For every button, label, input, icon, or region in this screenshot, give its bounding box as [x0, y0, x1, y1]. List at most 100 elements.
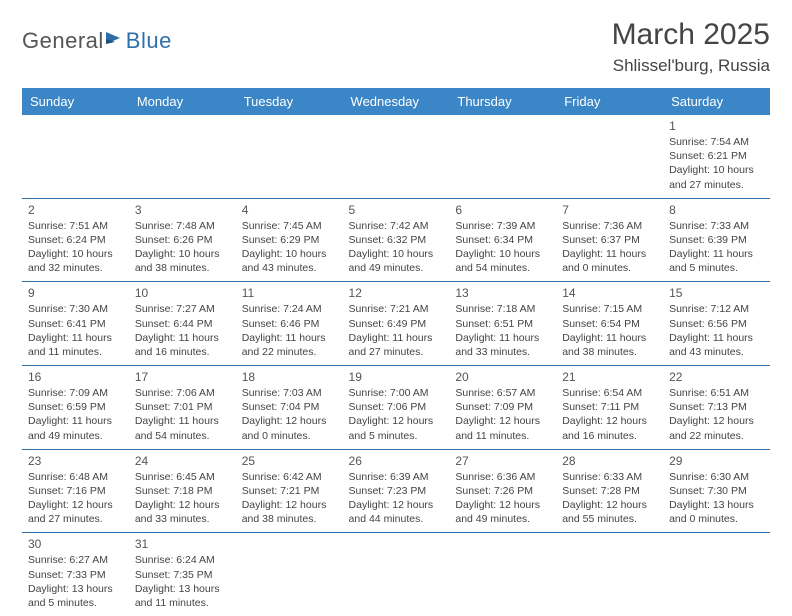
day-number: 17: [135, 370, 230, 384]
day-number: 13: [455, 286, 550, 300]
sunrise-line: Sunrise: 7:09 AM: [28, 386, 123, 400]
day-number: 30: [28, 537, 123, 551]
sunset-line: Sunset: 7:26 PM: [455, 484, 550, 498]
sunrise-line: Sunrise: 7:51 AM: [28, 219, 123, 233]
sunset-line: Sunset: 6:24 PM: [28, 233, 123, 247]
day-number: 28: [562, 454, 657, 468]
day-info: Sunrise: 6:48 AMSunset: 7:16 PMDaylight:…: [28, 470, 123, 527]
day-info: Sunrise: 7:36 AMSunset: 6:37 PMDaylight:…: [562, 219, 657, 276]
daylight-line: Daylight: 10 hours and 32 minutes.: [28, 247, 123, 275]
sunrise-line: Sunrise: 6:45 AM: [135, 470, 230, 484]
day-info: Sunrise: 7:18 AMSunset: 6:51 PMDaylight:…: [455, 302, 550, 359]
sunrise-line: Sunrise: 6:48 AM: [28, 470, 123, 484]
sunrise-line: Sunrise: 7:48 AM: [135, 219, 230, 233]
sunset-line: Sunset: 6:39 PM: [669, 233, 764, 247]
sunset-line: Sunset: 7:09 PM: [455, 400, 550, 414]
sunset-line: Sunset: 6:21 PM: [669, 149, 764, 163]
daylight-line: Daylight: 12 hours and 0 minutes.: [242, 414, 337, 442]
day-number: 19: [349, 370, 444, 384]
day-number: 15: [669, 286, 764, 300]
calendar-empty-cell: [22, 115, 129, 198]
day-number: 11: [242, 286, 337, 300]
day-number: 3: [135, 203, 230, 217]
sunrise-line: Sunrise: 7:39 AM: [455, 219, 550, 233]
day-info: Sunrise: 7:00 AMSunset: 7:06 PMDaylight:…: [349, 386, 444, 443]
sunrise-line: Sunrise: 7:21 AM: [349, 302, 444, 316]
calendar-empty-cell: [343, 533, 450, 616]
calendar-empty-cell: [236, 115, 343, 198]
calendar-day-cell: 12Sunrise: 7:21 AMSunset: 6:49 PMDayligh…: [343, 282, 450, 366]
day-number: 18: [242, 370, 337, 384]
day-info: Sunrise: 6:24 AMSunset: 7:35 PMDaylight:…: [135, 553, 230, 610]
calendar-day-cell: 2Sunrise: 7:51 AMSunset: 6:24 PMDaylight…: [22, 198, 129, 282]
calendar-empty-cell: [236, 533, 343, 616]
daylight-line: Daylight: 11 hours and 49 minutes.: [28, 414, 123, 442]
sunset-line: Sunset: 7:01 PM: [135, 400, 230, 414]
sunrise-line: Sunrise: 6:27 AM: [28, 553, 123, 567]
daylight-line: Daylight: 12 hours and 33 minutes.: [135, 498, 230, 526]
brand-logo: General Blue: [22, 28, 172, 54]
title-block: March 2025 Shlissel'burg, Russia: [612, 18, 770, 76]
sunrise-line: Sunrise: 7:15 AM: [562, 302, 657, 316]
header: General Blue March 2025 Shlissel'burg, R…: [22, 18, 770, 76]
sunrise-line: Sunrise: 7:54 AM: [669, 135, 764, 149]
calendar-day-cell: 3 Sunrise: 7:48 AMSunset: 6:26 PMDaylight…: [129, 198, 236, 282]
day-info: Sunrise: 7:51 AMSunset: 6:24 PMDaylight:…: [28, 219, 123, 276]
calendar-week-row: 1Sunrise: 7:54 AMSunset: 6:21 PMDaylight…: [22, 115, 770, 198]
day-number: 7: [562, 203, 657, 217]
weekday-header: Friday: [556, 88, 663, 115]
brand-flag-icon: [106, 30, 126, 51]
daylight-line: Daylight: 12 hours and 22 minutes.: [669, 414, 764, 442]
sunset-line: Sunset: 7:11 PM: [562, 400, 657, 414]
sunset-line: Sunset: 6:49 PM: [349, 317, 444, 331]
calendar-day-cell: 16Sunrise: 7:09 AMSunset: 6:59 PMDayligh…: [22, 366, 129, 450]
sunset-line: Sunset: 6:37 PM: [562, 233, 657, 247]
weekday-header: Tuesday: [236, 88, 343, 115]
calendar-day-cell: 1Sunrise: 7:54 AMSunset: 6:21 PMDaylight…: [663, 115, 770, 198]
sunrise-line: Sunrise: 6:36 AM: [455, 470, 550, 484]
day-info: Sunrise: 7:42 AMSunset: 6:32 PMDaylight:…: [349, 219, 444, 276]
calendar-day-cell: 20 Sunrise: 6:57 AMSunset: 7:09 PMDayligh…: [449, 366, 556, 450]
day-info: Sunrise: 6:57 AMSunset: 7:09 PMDaylight:…: [455, 386, 550, 443]
daylight-line: Daylight: 12 hours and 16 minutes.: [562, 414, 657, 442]
sunset-line: Sunset: 6:34 PM: [455, 233, 550, 247]
sunrise-line: Sunrise: 6:33 AM: [562, 470, 657, 484]
calendar-empty-cell: [556, 115, 663, 198]
sunrise-line: Sunrise: 6:39 AM: [349, 470, 444, 484]
sunrise-line: Sunrise: 7:12 AM: [669, 302, 764, 316]
day-number: 20: [455, 370, 550, 384]
sunrise-line: Sunrise: 6:30 AM: [669, 470, 764, 484]
sunrise-line: Sunrise: 7:06 AM: [135, 386, 230, 400]
sunrise-line: Sunrise: 6:24 AM: [135, 553, 230, 567]
daylight-line: Daylight: 11 hours and 43 minutes.: [669, 331, 764, 359]
calendar-page: General Blue March 2025 Shlissel'burg, R…: [0, 0, 792, 612]
sunrise-line: Sunrise: 6:54 AM: [562, 386, 657, 400]
daylight-line: Daylight: 12 hours and 44 minutes.: [349, 498, 444, 526]
sunset-line: Sunset: 7:18 PM: [135, 484, 230, 498]
day-info: Sunrise: 6:36 AMSunset: 7:26 PMDaylight:…: [455, 470, 550, 527]
weekday-header: Wednesday: [343, 88, 450, 115]
calendar-week-row: 30Sunrise: 6:27 AMSunset: 7:33 PMDayligh…: [22, 533, 770, 616]
calendar-empty-cell: [556, 533, 663, 616]
calendar-header-row: SundayMondayTuesdayWednesdayThursdayFrid…: [22, 88, 770, 115]
sunset-line: Sunset: 6:59 PM: [28, 400, 123, 414]
sunset-line: Sunset: 7:28 PM: [562, 484, 657, 498]
day-number: 6: [455, 203, 550, 217]
calendar-empty-cell: [449, 115, 556, 198]
calendar-day-cell: 14Sunrise: 7:15 AMSunset: 6:54 PMDayligh…: [556, 282, 663, 366]
calendar-body: 1Sunrise: 7:54 AMSunset: 6:21 PMDaylight…: [22, 115, 770, 616]
day-number: 12: [349, 286, 444, 300]
location: Shlissel'burg, Russia: [612, 56, 770, 76]
sunrise-line: Sunrise: 7:30 AM: [28, 302, 123, 316]
day-info: Sunrise: 7:48 AMSunset: 6:26 PMDaylight:…: [135, 219, 230, 276]
daylight-line: Daylight: 12 hours and 49 minutes.: [455, 498, 550, 526]
day-info: Sunrise: 7:09 AMSunset: 6:59 PMDaylight:…: [28, 386, 123, 443]
day-info: Sunrise: 7:54 AMSunset: 6:21 PMDaylight:…: [669, 135, 764, 192]
day-number: 21: [562, 370, 657, 384]
weekday-header: Sunday: [22, 88, 129, 115]
calendar-day-cell: 4Sunrise: 7:45 AMSunset: 6:29 PMDaylight…: [236, 198, 343, 282]
calendar-week-row: 16Sunrise: 7:09 AMSunset: 6:59 PMDayligh…: [22, 366, 770, 450]
daylight-line: Daylight: 11 hours and 22 minutes.: [242, 331, 337, 359]
weekday-header: Thursday: [449, 88, 556, 115]
sunset-line: Sunset: 6:46 PM: [242, 317, 337, 331]
